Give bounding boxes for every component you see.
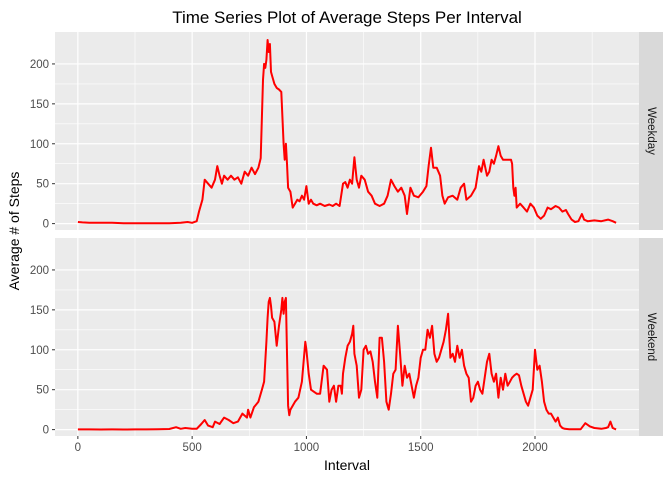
x-axis-title: Interval: [324, 457, 370, 473]
panel-background: [55, 32, 639, 230]
y-tick-label: 100: [30, 345, 49, 357]
chart-title: Time Series Plot of Average Steps Per In…: [172, 8, 522, 27]
panel-weekday: 0 50 100 150 200 Weekday: [30, 32, 663, 231]
y-axis-title: Average # of Steps: [6, 172, 22, 291]
series-line-weekday: [77, 39, 617, 225]
facet-strip: [639, 32, 663, 230]
x-tick-label: 500: [183, 442, 202, 454]
facet-strip: [639, 238, 663, 436]
y-tick-label: 200: [30, 59, 49, 71]
y-tick-label: 0: [43, 425, 49, 437]
x-tick-label: 1000: [294, 442, 320, 454]
panel-weekend: 0 50 100 150 200 Weekend: [30, 238, 663, 437]
y-tick-label: 100: [30, 139, 49, 151]
y-tick-label: 150: [30, 99, 49, 111]
y-tick-label: 50: [36, 385, 49, 397]
y-tick-label: 200: [30, 265, 49, 277]
x-tick-label: 0: [75, 442, 81, 454]
y-tick-label: 150: [30, 305, 49, 317]
x-axis-ticks: 0 500 1000 1500 2000: [75, 436, 548, 454]
x-tick-label: 2000: [522, 442, 548, 454]
y-tick-label: 50: [36, 179, 49, 191]
facet-panels: 0 50 100 150 200 Weekday 0 50 100 150 200 Weekend: [30, 32, 663, 437]
y-tick-label: 0: [43, 219, 49, 231]
facet-strip-label: Weekend: [645, 313, 657, 361]
x-tick-label: 1500: [408, 442, 434, 454]
facet-strip-label: Weekday: [645, 107, 657, 155]
panel-background: [55, 238, 639, 436]
series-line-weekend: [77, 296, 617, 431]
